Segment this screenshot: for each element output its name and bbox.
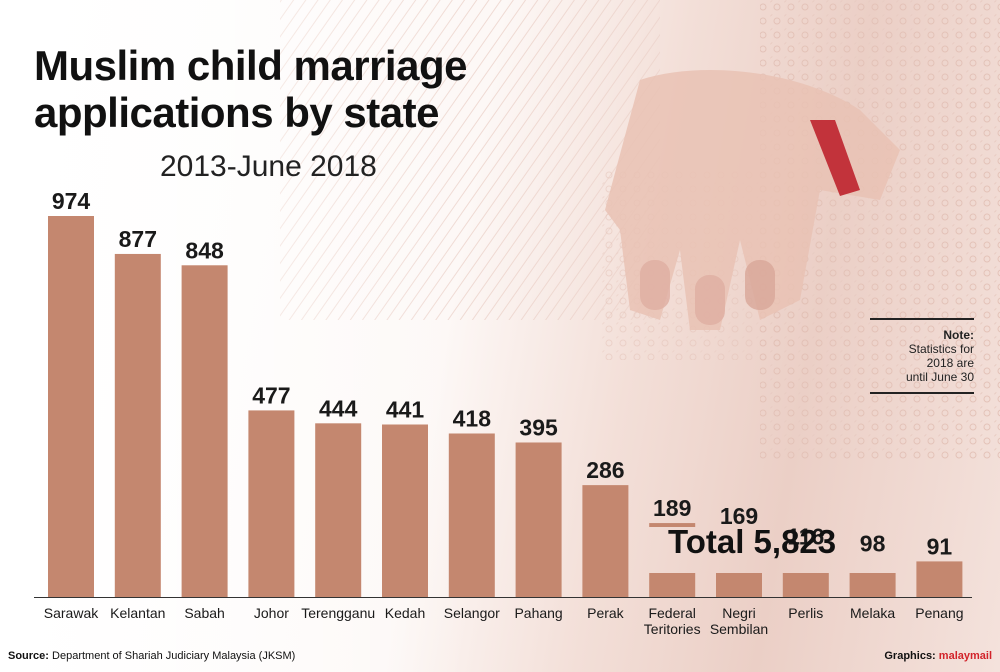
bar-7 (515, 442, 562, 597)
bar-1 (114, 253, 161, 597)
category-label-1: Kelantan (110, 605, 165, 621)
bar-6 (448, 433, 495, 597)
note-line-1: Statistics for (908, 342, 974, 356)
bar-9-upper (649, 523, 696, 527)
category-label-10: Negri Sembilan (710, 605, 768, 637)
note-box: Note: Statistics for 2018 are until June… (870, 318, 974, 394)
category-label-9: Federal Teritories (644, 605, 701, 637)
category-label-2: Sabah (184, 605, 224, 621)
bar-10-lower (716, 573, 762, 597)
value-label-5: 441 (386, 396, 425, 422)
value-label-6: 418 (453, 405, 492, 431)
note-line-3: until June 30 (905, 370, 974, 384)
category-label-11: Perlis (788, 605, 823, 621)
title-line-1: Muslim child marriage (34, 42, 467, 89)
chart-title: Muslim child marriage applications by st… (34, 42, 467, 136)
category-label-12: Melaka (850, 605, 895, 621)
chart-subtitle: 2013-June 2018 (160, 150, 377, 183)
value-label-9: 189 (653, 495, 691, 521)
bar-13 (916, 561, 963, 597)
bar-3 (248, 410, 295, 597)
bar-2 (181, 265, 228, 597)
value-label-10: 169 (720, 503, 758, 529)
malaymail-logo: malaymail (938, 650, 992, 662)
title-line-2: applications by state (34, 89, 439, 136)
value-label-11: 116 (787, 524, 824, 550)
value-label-0: 974 (52, 188, 91, 214)
bar-9-lower (649, 573, 696, 597)
bar-0 (48, 216, 94, 597)
value-label-4: 444 (319, 395, 358, 421)
category-label-8: Perak (587, 605, 625, 621)
bar-8 (582, 485, 629, 597)
value-label-12: 98 (860, 531, 886, 557)
source-text: Department of Shariah Judiciary Malaysia… (52, 650, 296, 662)
value-label-13: 91 (927, 533, 953, 559)
category-label-5: Kedah (385, 605, 425, 621)
note-line-2: 2018 are (926, 356, 974, 370)
category-label-6: Selangor (444, 605, 500, 621)
source-label: Source: (8, 650, 49, 662)
value-label-3: 477 (252, 382, 290, 408)
category-label-7: Pahang (514, 605, 562, 621)
category-label-13: Penang (915, 605, 963, 621)
bar-4 (315, 423, 362, 597)
value-label-7: 395 (519, 414, 558, 440)
category-label-0: Sarawak (44, 605, 99, 621)
value-label-8: 286 (586, 457, 624, 483)
value-label-2: 848 (185, 237, 224, 263)
bar-5 (382, 424, 428, 597)
bar-11-lower (782, 573, 829, 597)
category-label-3: Johor (254, 605, 289, 621)
value-label-1: 877 (119, 226, 157, 252)
graphics-credit: Graphics: malaymail (884, 650, 992, 662)
total-label: Total 5,823 (668, 523, 837, 560)
bar-12-lower (849, 573, 896, 597)
category-label-4: Terengganu (301, 605, 375, 621)
source-line: Source: Department of Shariah Judiciary … (8, 650, 295, 662)
note-heading: Note: (943, 328, 974, 342)
credit-label: Graphics: (884, 650, 936, 662)
